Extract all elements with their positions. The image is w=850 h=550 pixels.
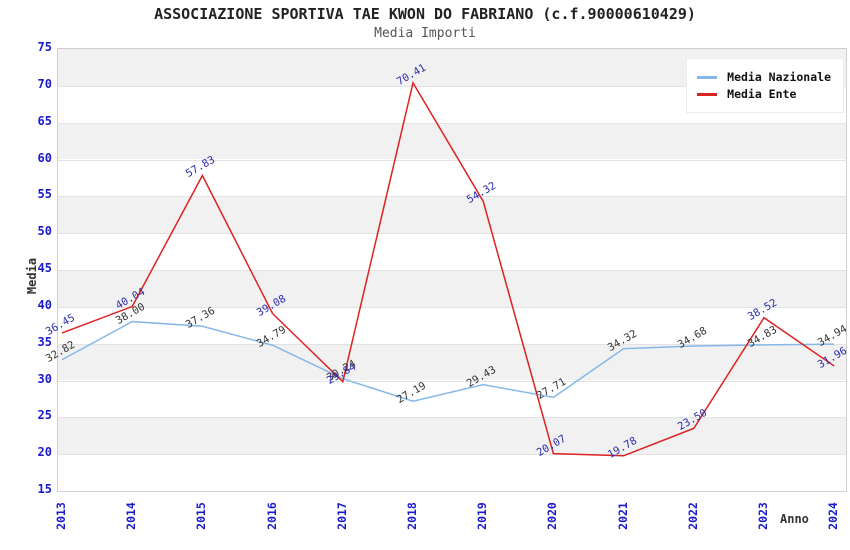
gridline — [58, 196, 846, 198]
legend: Media Nazionale Media Ente — [686, 58, 844, 113]
media-ente-line — [61, 80, 835, 457]
gridline — [58, 233, 846, 235]
y-tick-label: 65 — [37, 113, 52, 128]
gridline — [58, 85, 846, 87]
chart-title: ASSOCIAZIONE SPORTIVA TAE KWON DO FABRIA… — [154, 5, 696, 23]
x-tick-label: 2014 — [124, 502, 139, 530]
plot-band — [58, 343, 846, 381]
y-tick-label: 25 — [37, 408, 52, 423]
chart-subtitle: Media Importi — [374, 26, 476, 41]
x-tick-label: 2022 — [685, 502, 700, 530]
plot-band — [58, 122, 846, 160]
gridline — [58, 380, 846, 382]
gridline — [58, 454, 846, 456]
y-tick-label: 55 — [37, 187, 52, 202]
y-tick-label: 30 — [37, 371, 52, 386]
y-tick-label: 75 — [37, 40, 52, 54]
y-tick-label: 45 — [37, 261, 52, 275]
media-nazionale-line — [61, 320, 835, 402]
y-tick-label: 35 — [37, 334, 52, 349]
x-tick-label: 2020 — [545, 502, 560, 530]
x-tick-label: 2023 — [756, 502, 770, 530]
legend-item-media-nazionale: Media Nazionale — [697, 70, 831, 84]
plot-band — [58, 270, 846, 307]
x-tick-label: 2019 — [475, 502, 490, 530]
media-nazionale-line-swatch — [697, 75, 718, 79]
x-tick-label: 2024 — [826, 502, 841, 530]
y-tick-label: 40 — [37, 297, 52, 312]
gridline — [58, 306, 846, 308]
gridline — [58, 417, 846, 419]
x-tick-label: 2013 — [54, 502, 68, 530]
plot-area: Media Nazionale Media Ente 32.82 38.00 37.… — [44, 48, 849, 492]
y-tick-label: 60 — [37, 150, 52, 165]
gridline — [58, 270, 846, 271]
x-tick-label: 2018 — [405, 502, 419, 530]
legend-label: Media Ente — [727, 87, 797, 101]
x-tick-label: 2015 — [194, 502, 209, 530]
y-tick-label: 15 — [37, 482, 52, 496]
gridline — [58, 122, 846, 124]
y-tick-label: 70 — [37, 76, 52, 91]
media-ente-line-swatch — [697, 92, 718, 96]
plot-band — [58, 196, 846, 234]
y-tick-label: 20 — [37, 445, 52, 460]
x-tick-label: 2021 — [615, 502, 630, 530]
gridline — [58, 343, 846, 345]
legend-label: Media Nazionale — [727, 70, 831, 84]
legend-item-media-ente: Media Ente — [697, 87, 831, 101]
series-lines — [61, 80, 835, 457]
gridline — [58, 159, 846, 161]
x-tick-label: 2016 — [264, 502, 279, 530]
y-tick-label: 50 — [37, 224, 52, 239]
plot-band — [58, 417, 846, 455]
x-tick-label: 2017 — [334, 502, 349, 530]
x-axis-label: Anno — [780, 512, 809, 526]
